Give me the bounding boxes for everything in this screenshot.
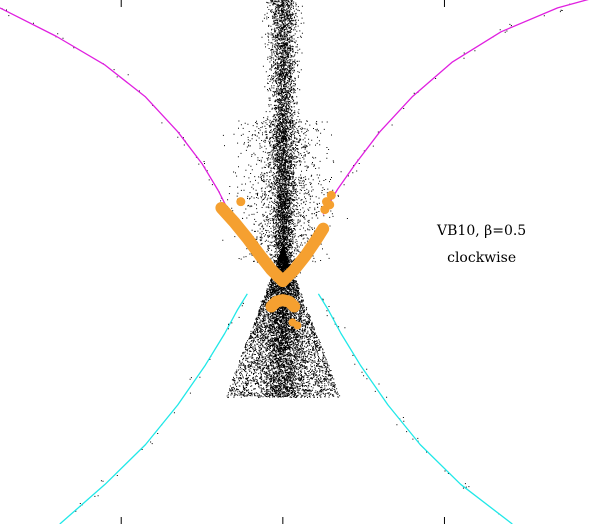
orange-arc xyxy=(265,294,301,313)
orange-v-right xyxy=(276,222,330,288)
orange-blob-1 xyxy=(293,321,302,330)
orange-v-left xyxy=(215,202,289,288)
axis-ticks xyxy=(120,0,445,524)
curve-magenta-0 xyxy=(0,7,232,215)
annotation-label-direction: clockwise xyxy=(447,250,516,266)
orange-markers xyxy=(215,190,336,330)
curve-cyan-2 xyxy=(59,293,248,524)
curve-magenta-1 xyxy=(322,0,589,215)
orange-point-4 xyxy=(321,197,331,207)
annotation-label-model: VB10, β=0.5 xyxy=(436,223,526,239)
orange-point-0 xyxy=(236,197,246,207)
dust-particles xyxy=(1,0,571,515)
curve-cyan-3 xyxy=(317,293,513,524)
orange-point-3 xyxy=(326,190,336,200)
dust-point-cloud xyxy=(1,0,571,515)
